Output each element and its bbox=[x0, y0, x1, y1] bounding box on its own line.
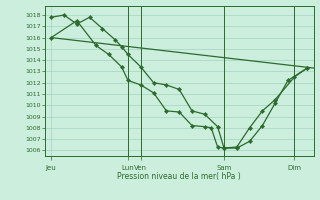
X-axis label: Pression niveau de la mer( hPa ): Pression niveau de la mer( hPa ) bbox=[117, 172, 241, 181]
